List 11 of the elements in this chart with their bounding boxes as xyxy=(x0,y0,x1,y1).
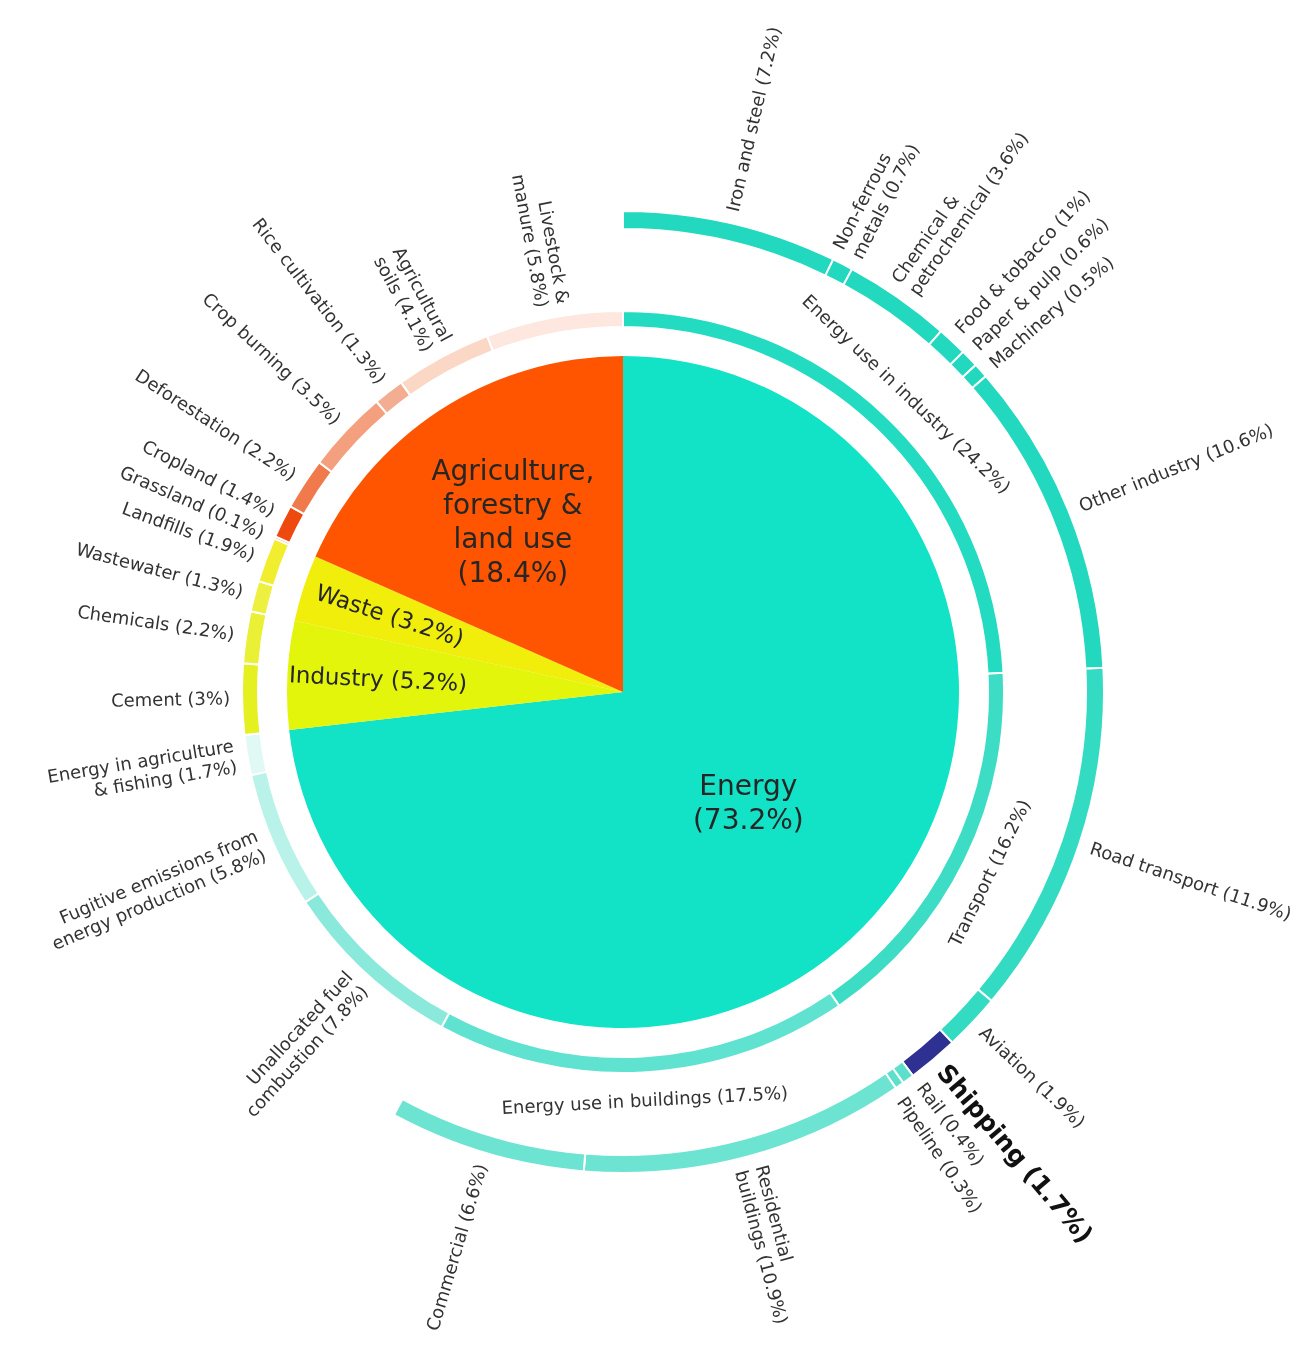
slice-label: Cement (3%) xyxy=(110,687,231,711)
slice-label: Livestock & manure (5.8%) xyxy=(508,172,574,310)
slice-label: Energy use in buildings (17.5%) xyxy=(501,1081,789,1119)
data-label: (73.2%) xyxy=(692,802,804,836)
slice-label: Energy in agriculture & fishing (1.7%) xyxy=(45,734,239,801)
slice-label: Iron and steel (7.2%) xyxy=(721,24,785,214)
slice-label: Energy xyxy=(699,768,798,802)
slice-label: Industry (5.2%) xyxy=(288,661,468,697)
slice-label: Agriculture, forestry & land use xyxy=(431,454,595,556)
slice-label: Chemicals (2.2%) xyxy=(76,600,236,645)
data-label: (18.4%) xyxy=(457,556,569,590)
